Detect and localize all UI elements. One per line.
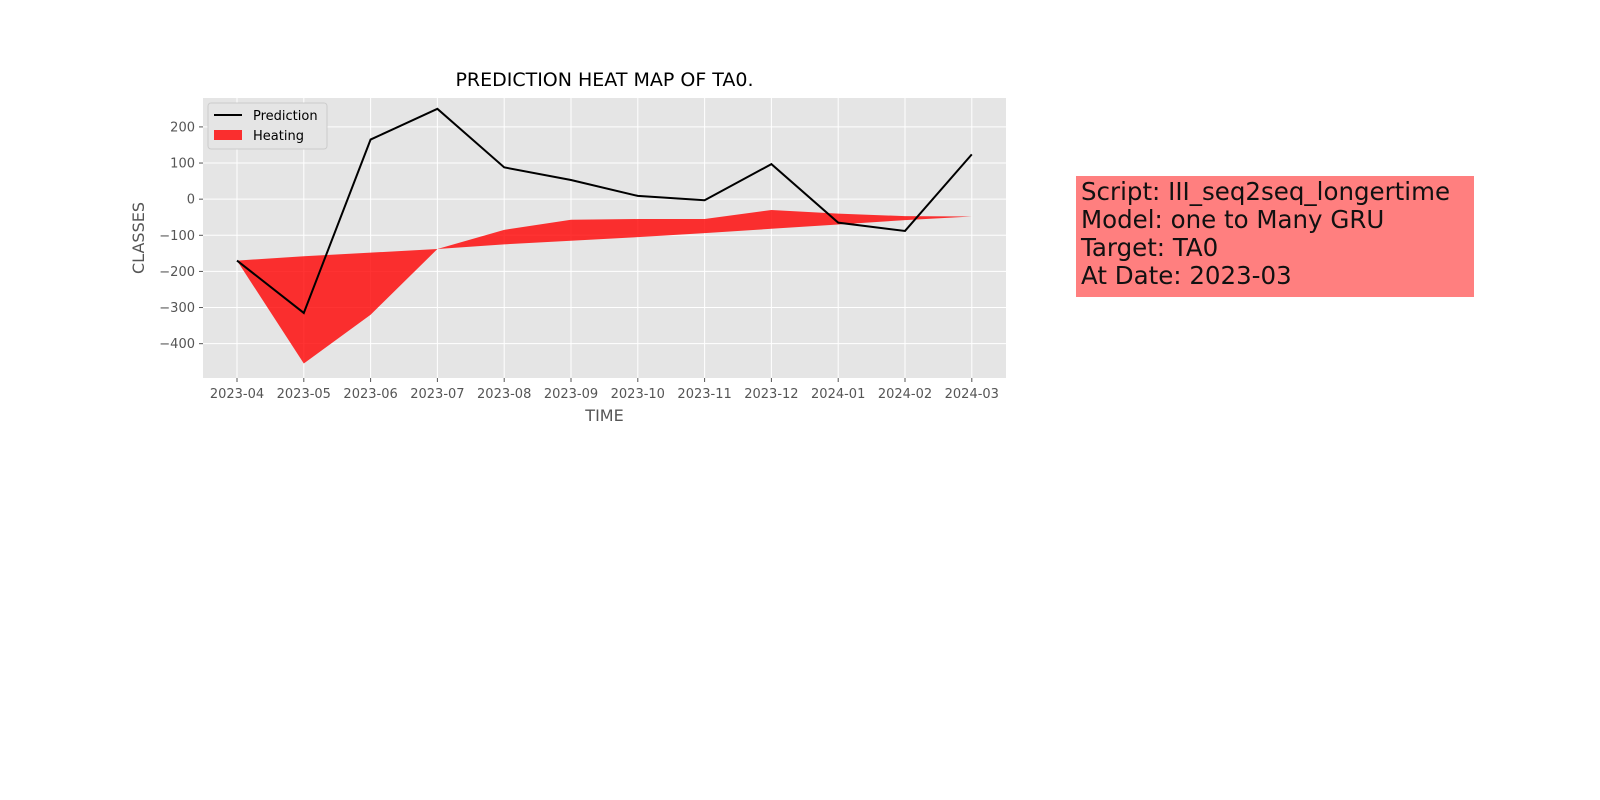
x-tick-label: 2023-08 <box>477 387 531 402</box>
prediction-series-line <box>236 107 973 315</box>
x-tick-label: 2023-11 <box>677 387 731 402</box>
y-tick-label: −200 <box>159 265 195 280</box>
x-tick-label: 2024-01 <box>811 387 865 402</box>
y-tick-label: 100 <box>170 157 195 172</box>
x-tick-label: 2023-07 <box>410 387 464 402</box>
y-axis-label: CLASSES <box>129 202 148 274</box>
y-tick-label: −100 <box>159 229 195 244</box>
y-tick-label: −400 <box>159 337 195 352</box>
x-tick-label: 2023-10 <box>611 387 665 402</box>
x-tick-label: 2023-04 <box>210 387 264 402</box>
x-axis-label: TIME <box>584 406 623 425</box>
y-tick-label: −300 <box>159 301 195 316</box>
info-model: Model: one to Many GRU <box>1081 205 1385 234</box>
legend-heating-label: Heating <box>253 129 304 144</box>
info-date: At Date: 2023-03 <box>1081 261 1292 290</box>
x-tick-label: 2023-05 <box>277 387 331 402</box>
x-tick-label: 2024-03 <box>945 387 999 402</box>
x-axis-ticks: 2023-04 2023-05 2023-06 2023-07 2023-08 2023-… <box>210 378 999 402</box>
info-script: Script: III_seq2seq_longertime <box>1081 177 1451 206</box>
x-tick-label: 2024-02 <box>878 387 932 402</box>
heating-area <box>237 210 972 364</box>
y-tick-label: 200 <box>170 120 195 135</box>
x-tick-label: 2023-12 <box>744 387 798 402</box>
x-tick-label: 2023-09 <box>544 387 598 402</box>
heating-fill <box>237 210 972 364</box>
legend-heating-swatch <box>214 130 242 140</box>
info-target: Target: TA0 <box>1081 233 1219 262</box>
x-tick-label: 2023-06 <box>343 387 397 402</box>
info-box: Script: III_seq2seq_longertime Model: on… <box>1076 176 1474 297</box>
legend-prediction-label: Prediction <box>253 109 318 124</box>
grid-lines <box>203 98 1006 378</box>
y-tick-label: 0 <box>187 193 195 208</box>
legend: Prediction Heating <box>207 102 328 150</box>
prediction-line <box>236 107 973 315</box>
y-axis-ticks: 200 100 0 −100 −200 −300 −400 <box>159 120 203 352</box>
chart-title: PREDICTION HEAT MAP OF TA0. <box>455 69 753 91</box>
